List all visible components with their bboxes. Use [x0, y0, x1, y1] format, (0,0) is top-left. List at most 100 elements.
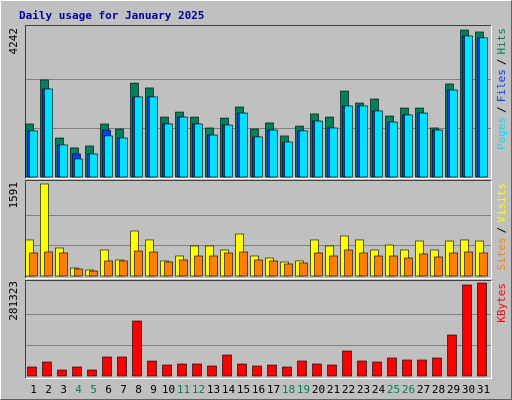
bar — [44, 88, 53, 178]
bar — [479, 37, 488, 178]
x-tick-label: 15 — [237, 383, 250, 396]
bar — [134, 96, 143, 178]
bar — [329, 127, 338, 178]
y-tick-label: 4242 — [7, 28, 20, 55]
x-tick-label: 14 — [222, 383, 236, 396]
bar — [74, 268, 83, 277]
x-tick-label: 27 — [417, 383, 430, 396]
x-tick-label: 12 — [192, 383, 205, 396]
legend-separator: / — [495, 106, 508, 113]
y-tick-label: 1591 — [7, 182, 20, 209]
bar — [179, 116, 188, 178]
x-tick-label: 16 — [252, 383, 265, 396]
bar — [72, 366, 82, 377]
x-tick-label: 21 — [327, 383, 340, 396]
x-tick-label: 22 — [342, 383, 355, 396]
panel-border-light — [25, 280, 492, 379]
bar — [449, 89, 458, 178]
legend-separator: / — [495, 227, 508, 234]
bar — [254, 259, 263, 277]
x-tick-label: 1 — [30, 383, 37, 396]
bar — [479, 252, 488, 277]
bar — [74, 158, 83, 178]
bar — [417, 359, 427, 377]
bar — [239, 112, 248, 178]
bar — [104, 260, 113, 277]
chart-title: Daily usage for January 2025 — [19, 9, 204, 22]
bar — [267, 364, 277, 377]
bar — [239, 251, 248, 277]
bar — [299, 130, 308, 178]
bar — [269, 260, 278, 277]
bar — [359, 105, 368, 178]
x-tick-label: 17 — [267, 383, 280, 396]
bar — [149, 96, 158, 178]
bar — [374, 255, 383, 277]
x-tick-label: 29 — [447, 383, 460, 396]
bar — [344, 249, 353, 277]
legend-entry: Pages — [495, 117, 508, 150]
x-tick-label: 18 — [282, 383, 295, 396]
x-tick-label: 7 — [120, 383, 127, 396]
bar — [164, 261, 173, 277]
x-tick-label: 31 — [477, 383, 490, 396]
bar — [252, 365, 262, 377]
bar — [149, 251, 158, 277]
bar — [224, 252, 233, 277]
bar — [87, 369, 97, 377]
x-tick-label: 24 — [372, 383, 386, 396]
x-tick-label: 25 — [387, 383, 400, 396]
x-tick-label: 20 — [312, 383, 325, 396]
bar — [312, 363, 322, 377]
bar — [89, 153, 98, 178]
bar — [57, 369, 67, 377]
x-tick-label: 4 — [75, 383, 82, 396]
bar — [102, 356, 112, 377]
bar — [194, 255, 203, 277]
legend-entry: Hits — [495, 28, 508, 55]
bar — [434, 129, 443, 178]
bar — [29, 130, 38, 178]
bar — [404, 114, 413, 178]
bar — [357, 360, 367, 377]
legend: KBytes — [495, 283, 508, 323]
legend-entry: KBytes — [495, 283, 508, 323]
bar — [27, 366, 37, 377]
bar — [314, 252, 323, 277]
bar — [419, 253, 428, 277]
x-tick-label: 19 — [297, 383, 310, 396]
bar — [464, 251, 473, 277]
x-tick-label: 2 — [45, 383, 52, 396]
bar — [464, 35, 473, 178]
panel-border-light — [25, 180, 492, 279]
bar — [192, 363, 202, 377]
bar — [59, 144, 68, 178]
x-tick-label: 10 — [162, 383, 175, 396]
x-tick-label: 26 — [402, 383, 415, 396]
bar — [389, 121, 398, 178]
bar — [314, 120, 323, 178]
bar — [434, 256, 443, 277]
bar — [209, 255, 218, 277]
y-tick-label: 281323 — [7, 281, 20, 321]
bar — [117, 356, 127, 377]
bar — [447, 334, 457, 377]
legend-entry: Visits — [495, 183, 508, 223]
bar — [282, 366, 292, 377]
bar — [29, 252, 38, 277]
bar — [89, 270, 98, 277]
bar — [59, 252, 68, 277]
bar — [344, 105, 353, 178]
x-tick-label: 28 — [432, 383, 445, 396]
x-tick-label: 8 — [135, 383, 142, 396]
x-tick-label: 6 — [105, 383, 112, 396]
bar — [134, 250, 143, 277]
bar — [462, 284, 472, 377]
bar — [374, 110, 383, 178]
bar — [104, 135, 113, 178]
bar — [222, 354, 232, 377]
bar — [147, 360, 157, 377]
bar — [177, 363, 187, 377]
